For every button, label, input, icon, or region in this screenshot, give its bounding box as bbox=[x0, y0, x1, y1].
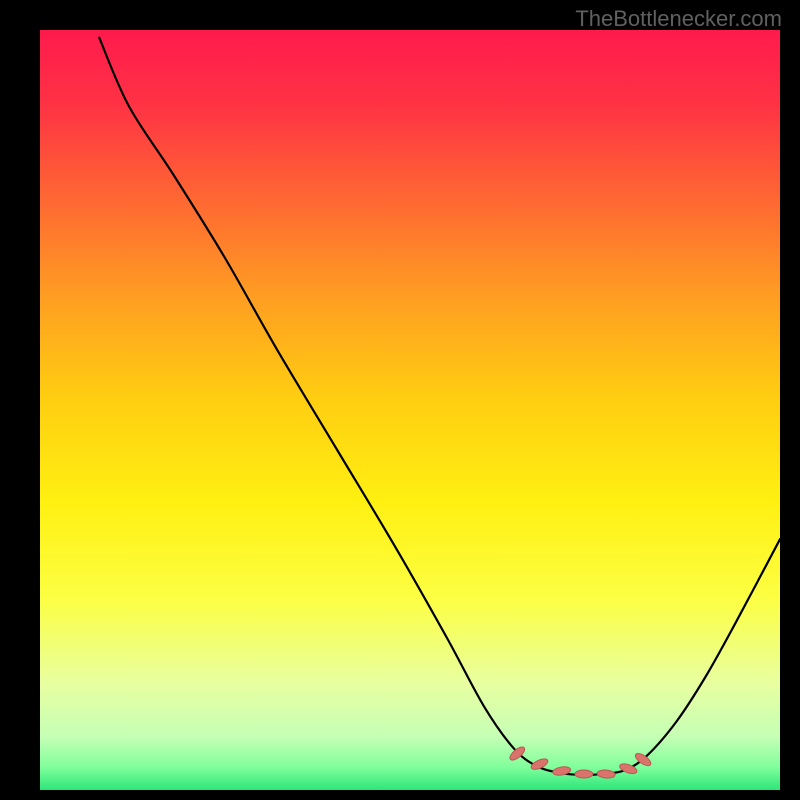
watermark-text: TheBottlenecker.com bbox=[575, 6, 782, 32]
optimal-marker bbox=[575, 770, 593, 778]
gradient-background bbox=[40, 30, 780, 790]
chart-svg bbox=[0, 0, 800, 800]
